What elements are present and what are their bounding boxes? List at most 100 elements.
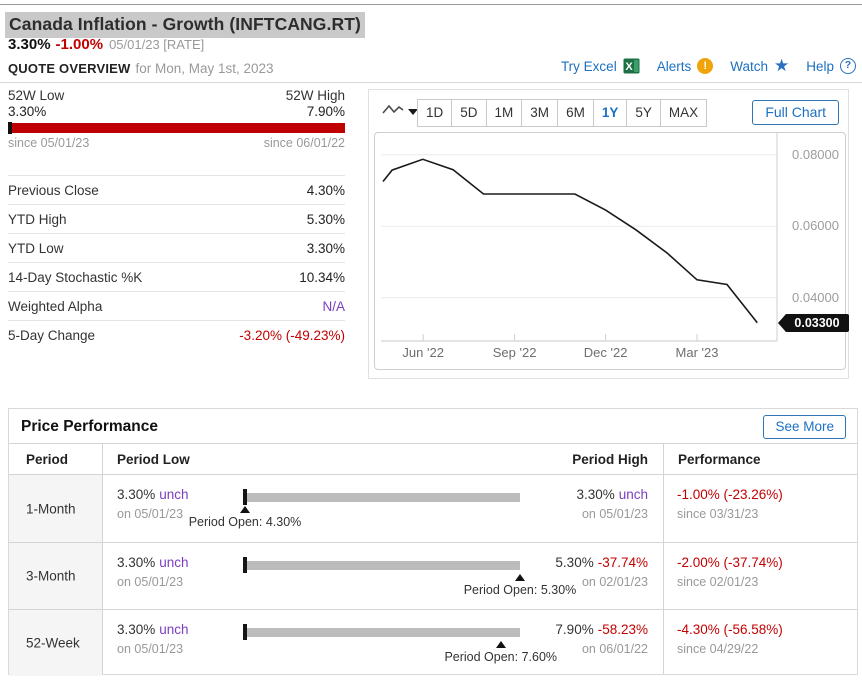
chart-type-dropdown[interactable] [381,103,418,117]
try-excel-label: Try Excel [560,58,617,74]
performance-since: since 03/31/23 [677,507,759,521]
period-cell [9,610,102,676]
high-date: on 05/01/23 [581,507,648,521]
period-button-6m[interactable]: 6M [557,99,594,127]
period-high-block: 7.90% -58.23% on 06/01/22 [439,622,648,656]
high-change: -37.74% [597,555,648,570]
performance-since: since 02/01/23 [677,575,759,589]
performance-block: -1.00% (-23.26%) since 03/31/23 [677,487,783,521]
col-header-performance: Performance [678,452,761,467]
watch-label: Watch [730,58,768,74]
52w-low-value: 3.30% [8,104,47,119]
period-button-max[interactable]: MAX [659,99,708,127]
52w-range-bar [8,122,345,134]
last-price-tag-value: 0.03300 [785,313,849,332]
52w-high-label: 52W High [285,88,345,103]
period-button-3m[interactable]: 3M [521,99,559,127]
x-axis-label: Jun '22 [402,345,444,360]
low-change: unch [159,487,189,502]
low-change: unch [159,555,189,570]
performance-value: -4.30% (-56.58%) [677,622,783,637]
period-button-group: 1D 5D 1M 3M 6M 1Y 5Y MAX [417,99,708,127]
period-label: 1-Month [26,501,76,516]
col-header-period-high: Period High [572,452,648,467]
help-label: Help [806,58,834,74]
period-open-arrow-icon [515,574,525,581]
see-more-button[interactable]: See More [763,415,846,439]
period-open-arrow-icon [495,641,506,648]
col-header-period: Period [26,452,69,467]
52w-range-marker [8,122,12,134]
excel-icon: X [623,58,640,74]
y-axis-label: 0.04000 [792,289,839,305]
period-open-arrow-icon [240,506,250,513]
last-rate: 3.30% [8,36,51,53]
period-open-label: Period Open: 7.60% [444,650,558,664]
y-axis-label: 0.08000 [792,146,839,162]
rate-date-tag: 05/01/23 [RATE] [109,37,205,52]
low-change: unch [159,622,189,637]
52w-low-label: 52W Low [8,88,65,103]
period-button-1y[interactable]: 1Y [592,99,628,127]
performance-table-body: 1-Month 3.30% unch on 05/01/23 Period Ope… [9,475,857,676]
52w-high-since: since 06/01/22 [263,136,345,150]
stat-row-weighted-alpha: Weighted Alpha N/A [8,291,345,320]
period-open-label: Period Open: 4.30% [188,515,302,529]
last-price-marker [243,624,247,640]
period-low-block: 3.30% unch on 05/01/23 [117,622,189,656]
x-axis-label: Dec '22 [583,345,628,360]
period-button-5y[interactable]: 5Y [626,99,661,127]
question-mark-icon: ? [840,58,856,74]
alerts-label: Alerts [656,58,692,74]
alerts-link[interactable]: Alerts ! [657,58,714,74]
stats-list: Previous Close 4.30% YTD High 5.30% YTD … [8,175,345,349]
toolbar-links: Try Excel X Alerts ! Watch ★ Help ? [561,56,856,75]
section-subtitle: QUOTE OVERVIEW for Mon, May 1st, 2023 [8,61,274,76]
performance-row: 3-Month 3.30% unch on 05/01/23 Period Ope… [9,542,857,609]
chart-plot-widget[interactable]: 0.03300 0.08000 0.06000 0.04000 Jun '22 Sep … [374,132,849,370]
stat-row-previous-close: Previous Close 4.30% [8,175,345,204]
star-icon: ★ [773,56,790,75]
last-price-marker [243,489,247,505]
performance-value: -1.00% (-23.26%) [677,487,783,502]
column-divider [663,443,664,674]
watch-link[interactable]: Watch ★ [730,56,790,75]
performance-since: since 04/29/22 [677,642,759,656]
performance-row: 52-Week 3.30% unch on 05/01/23 Period Ope… [9,609,857,676]
x-axis-label: Mar '23 [675,345,719,360]
price-line: 3.30% -1.00% 05/01/23 [RATE] [8,36,204,53]
full-chart-button[interactable]: Full Chart [752,100,839,125]
low-date: on 05/01/23 [117,575,184,589]
range-slider-bar [243,624,520,640]
price-performance-panel: Price Performance See More Period Period… [8,408,858,676]
col-header-period-low: Period Low [117,452,190,467]
high-change: -58.23% [597,622,648,637]
top-divider [0,4,862,5]
low-date: on 05/01/23 [117,507,184,521]
period-button-5d[interactable]: 5D [451,99,487,127]
price-series-line [382,158,758,324]
x-axis-label: Sep '22 [492,345,537,360]
page-title: Canada Inflation - Growth (INFTCANG.RT) [5,12,365,38]
high-date: on 06/01/22 [581,642,648,656]
range-slider-bar [243,557,520,573]
52w-low-since: since 05/01/23 [8,136,90,150]
chevron-down-icon [408,108,418,115]
period-button-1m[interactable]: 1M [485,99,523,127]
last-price-marker [243,557,247,573]
high-date: on 02/01/23 [581,575,648,589]
performance-value: -2.00% (-37.74%) [677,555,783,570]
y-axis-label: 0.06000 [792,218,839,234]
help-link[interactable]: Help ? [806,58,856,74]
column-divider [102,443,103,674]
period-label: 3-Month [26,568,76,584]
period-cell [9,475,102,542]
performance-block: -4.30% (-56.58%) since 04/29/22 [677,622,783,656]
high-change: unch [618,487,648,502]
try-excel-link[interactable]: Try Excel X [561,58,640,74]
period-button-1d[interactable]: 1D [417,99,453,127]
period-cell [9,543,102,609]
52w-high-value: 7.90% [306,104,345,119]
last-price-tag: 0.03300 [778,313,850,332]
